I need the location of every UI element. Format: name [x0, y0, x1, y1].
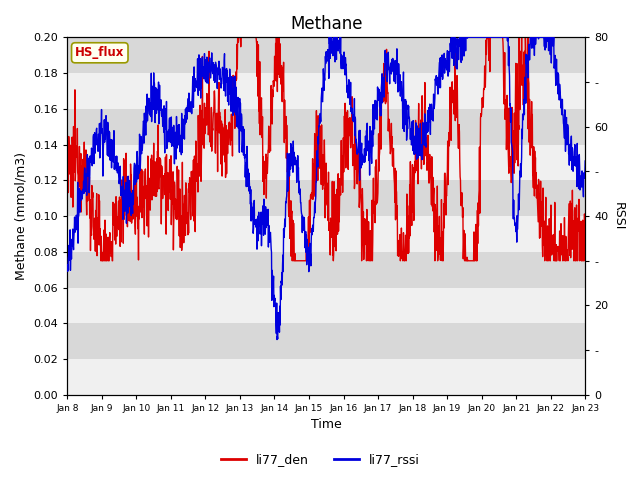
Legend: li77_den, li77_rssi: li77_den, li77_rssi	[216, 448, 424, 471]
Bar	[67, 73, 585, 109]
Text: HS_flux: HS_flux	[75, 46, 124, 59]
Bar	[67, 359, 585, 395]
Bar	[67, 216, 585, 252]
Title: Methane: Methane	[290, 15, 362, 33]
Bar	[67, 288, 585, 324]
Y-axis label: RSSI: RSSI	[612, 202, 625, 230]
Y-axis label: Methane (mmol/m3): Methane (mmol/m3)	[15, 152, 28, 280]
Bar	[67, 144, 585, 180]
X-axis label: Time: Time	[311, 419, 342, 432]
